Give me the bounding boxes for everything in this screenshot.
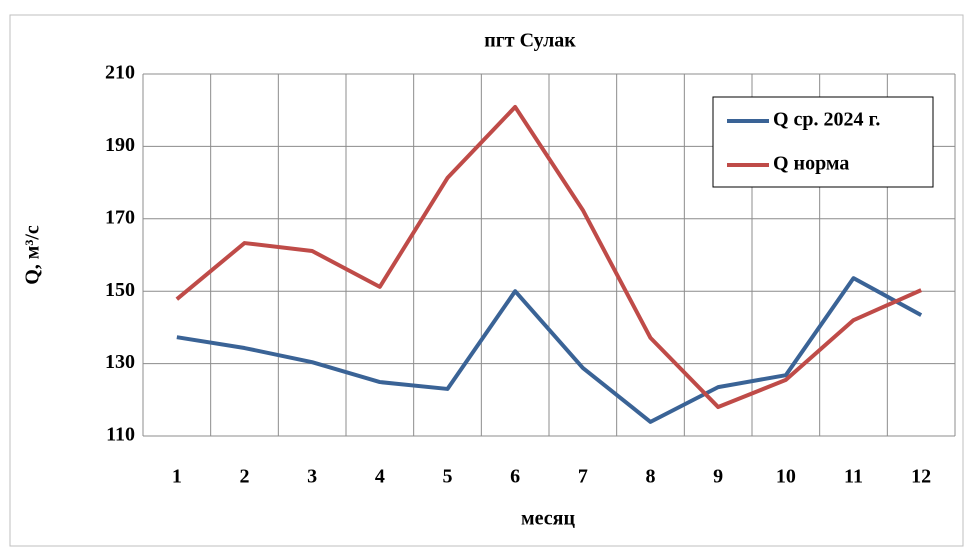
x-tick-label: 3 [307, 466, 317, 488]
series-line [176, 276, 923, 424]
x-axis-label: месяц [521, 508, 575, 530]
x-tick-label: 9 [713, 466, 723, 488]
series-line [175, 104, 922, 410]
x-tick-label: 6 [510, 466, 520, 488]
x-tick-label: 2 [240, 466, 250, 488]
x-tick-label: 12 [911, 466, 931, 488]
x-tick-label: 11 [844, 466, 863, 488]
legend-box [712, 96, 934, 188]
y-tick-label: 150 [105, 279, 135, 301]
chart-title: пгт Сулак [484, 30, 576, 52]
x-tick-label: 7 [578, 466, 588, 488]
x-tick-label: 8 [646, 466, 656, 488]
y-tick-label: 210 [105, 62, 135, 84]
x-tick-label: 4 [375, 466, 385, 488]
legend-label: Q норма [773, 153, 849, 175]
x-tick-label: 5 [443, 466, 453, 488]
y-tick-label: 170 [105, 206, 135, 228]
legend-label: Q ср. 2024 г. [773, 109, 880, 131]
x-tick-label: 1 [172, 466, 182, 488]
x-tick-label: 10 [776, 466, 796, 488]
y-tick-label: 130 [105, 351, 135, 373]
y-axis-label: Q, м³/с [22, 225, 44, 285]
y-tick-label: 190 [105, 134, 135, 156]
y-tick-label: 110 [106, 424, 135, 446]
